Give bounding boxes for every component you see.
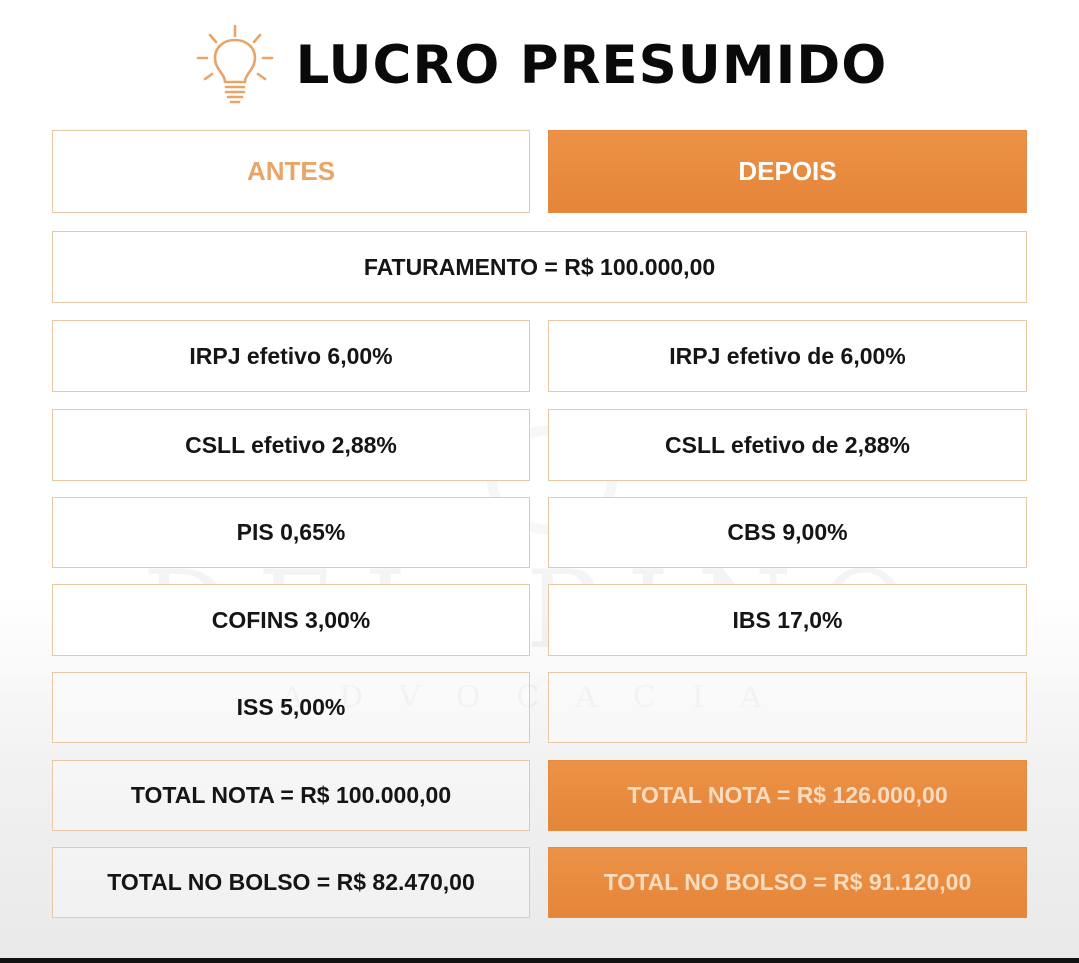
total-nota-depois: TOTAL NOTA = R$ 126.000,00: [548, 760, 1027, 831]
pis-antes: PIS 0,65%: [52, 497, 530, 568]
csll-depois: CSLL efetivo de 2,88%: [548, 409, 1027, 481]
csll-antes: CSLL efetivo 2,88%: [52, 409, 530, 481]
irpj-antes: IRPJ efetivo 6,00%: [52, 320, 530, 392]
total-bolso-antes: TOTAL NO BOLSO = R$ 82.470,00: [52, 847, 530, 918]
header: LUCRO PRESUMIDO: [0, 10, 1079, 120]
bottom-divider: [0, 958, 1079, 963]
faturamento-box: FATURAMENTO = R$ 100.000,00: [52, 231, 1027, 303]
lightbulb-icon: [196, 24, 273, 104]
ibs-depois: IBS 17,0%: [548, 584, 1027, 656]
iss-antes: ISS 5,00%: [52, 672, 530, 743]
depois-header: DEPOIS: [548, 130, 1027, 213]
irpj-depois: IRPJ efetivo de 6,00%: [548, 320, 1027, 392]
iss-depois-empty: [548, 672, 1027, 743]
total-bolso-depois: TOTAL NO BOLSO = R$ 91.120,00: [548, 847, 1027, 918]
cbs-depois: CBS 9,00%: [548, 497, 1027, 568]
antes-header: ANTES: [52, 130, 530, 213]
page-title: LUCRO PRESUMIDO: [295, 34, 888, 96]
total-nota-antes: TOTAL NOTA = R$ 100.000,00: [52, 760, 530, 831]
cofins-antes: COFINS 3,00%: [52, 584, 530, 656]
